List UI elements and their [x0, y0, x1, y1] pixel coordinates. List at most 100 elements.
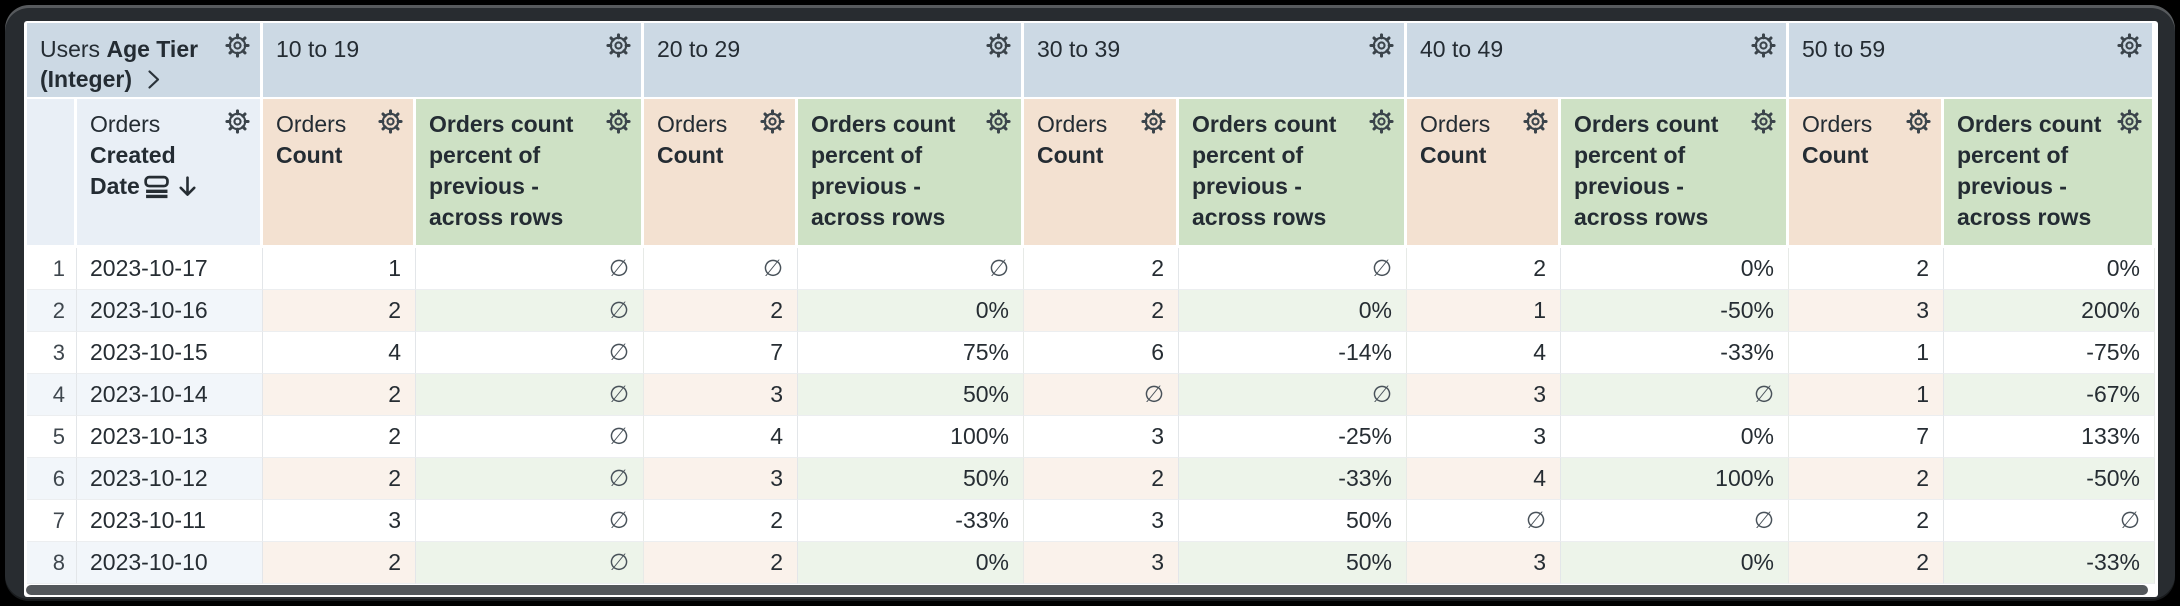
value-cell[interactable]: 3	[1407, 542, 1561, 584]
measure-header-percent-of-previous[interactable]: Orders count percent of previous - acros…	[1179, 99, 1407, 248]
value-cell[interactable]: ∅	[416, 416, 644, 458]
sort-descending-icon[interactable]	[175, 174, 200, 199]
value-cell[interactable]: 2	[1789, 458, 1944, 500]
value-cell[interactable]: ∅	[1179, 248, 1407, 290]
value-cell[interactable]: ∅	[416, 458, 644, 500]
value-cell[interactable]: 0%	[798, 542, 1024, 584]
value-cell[interactable]: 2	[644, 500, 798, 542]
value-cell[interactable]: -50%	[1561, 290, 1789, 332]
pivot-header-10-to-19[interactable]: 10 to 19	[263, 23, 644, 99]
value-cell[interactable]: 4	[1407, 458, 1561, 500]
value-cell[interactable]: 2	[1789, 248, 1944, 290]
gear-icon[interactable]	[759, 108, 786, 135]
value-cell[interactable]: 0%	[1561, 248, 1789, 290]
value-cell[interactable]: 2	[644, 542, 798, 584]
gear-icon[interactable]	[605, 32, 632, 59]
gear-icon[interactable]	[1750, 108, 1777, 135]
value-cell[interactable]: ∅	[416, 542, 644, 584]
value-cell[interactable]: 2	[1024, 458, 1179, 500]
value-cell[interactable]: -33%	[1944, 542, 2155, 584]
value-cell[interactable]: -14%	[1179, 332, 1407, 374]
value-cell[interactable]: 50%	[798, 458, 1024, 500]
value-cell[interactable]: 2	[263, 458, 416, 500]
value-cell[interactable]: 75%	[798, 332, 1024, 374]
gear-icon[interactable]	[985, 108, 1012, 135]
value-cell[interactable]: ∅	[1561, 374, 1789, 416]
value-cell[interactable]: 50%	[1179, 500, 1407, 542]
value-cell[interactable]: 2	[263, 290, 416, 332]
value-cell[interactable]: 2	[1407, 248, 1561, 290]
date-column-header[interactable]: Orders Created Date	[77, 99, 263, 248]
value-cell[interactable]: 133%	[1944, 416, 2155, 458]
measure-header-orders-count[interactable]: Orders Count	[1789, 99, 1944, 248]
gear-icon[interactable]	[1750, 32, 1777, 59]
measure-header-orders-count[interactable]: Orders Count	[263, 99, 416, 248]
value-cell[interactable]: 200%	[1944, 290, 2155, 332]
date-cell[interactable]: 2023-10-15	[77, 332, 263, 374]
value-cell[interactable]: ∅	[416, 248, 644, 290]
value-cell[interactable]: 3	[644, 374, 798, 416]
value-cell[interactable]: 100%	[798, 416, 1024, 458]
date-cell[interactable]: 2023-10-16	[77, 290, 263, 332]
value-cell[interactable]: ∅	[416, 500, 644, 542]
date-cell[interactable]: 2023-10-17	[77, 248, 263, 290]
value-cell[interactable]: -67%	[1944, 374, 2155, 416]
gear-icon[interactable]	[1905, 108, 1932, 135]
gear-icon[interactable]	[2116, 108, 2143, 135]
gear-icon[interactable]	[985, 32, 1012, 59]
value-cell[interactable]: 1	[1789, 374, 1944, 416]
value-cell[interactable]: 3	[1024, 542, 1179, 584]
value-cell[interactable]: 0%	[1561, 542, 1789, 584]
value-cell[interactable]: -25%	[1179, 416, 1407, 458]
value-cell[interactable]: ∅	[416, 290, 644, 332]
value-cell[interactable]: 4	[644, 416, 798, 458]
chevron-right-icon[interactable]	[141, 67, 165, 91]
value-cell[interactable]: 2	[1789, 500, 1944, 542]
value-cell[interactable]: 1	[263, 248, 416, 290]
value-cell[interactable]: 7	[1789, 416, 1944, 458]
value-cell[interactable]: 3	[1789, 290, 1944, 332]
value-cell[interactable]: ∅	[1561, 500, 1789, 542]
measure-header-percent-of-previous[interactable]: Orders count percent of previous - acros…	[1944, 99, 2155, 248]
gear-icon[interactable]	[1368, 108, 1395, 135]
value-cell[interactable]: 3	[1407, 416, 1561, 458]
value-cell[interactable]: 3	[1024, 416, 1179, 458]
value-cell[interactable]: 0%	[1561, 416, 1789, 458]
pivot-header-40-to-49[interactable]: 40 to 49	[1407, 23, 1789, 99]
row-dimension-header[interactable]: Users Age Tier (Integer)	[27, 23, 263, 99]
value-cell[interactable]: ∅	[1944, 500, 2155, 542]
pivot-header-50-to-59[interactable]: 50 to 59	[1789, 23, 2155, 99]
gear-icon[interactable]	[605, 108, 632, 135]
measure-header-orders-count[interactable]: Orders Count	[1024, 99, 1179, 248]
value-cell[interactable]: 1	[1407, 290, 1561, 332]
value-cell[interactable]: ∅	[416, 374, 644, 416]
gear-icon[interactable]	[377, 108, 404, 135]
value-cell[interactable]: 2	[1024, 290, 1179, 332]
value-cell[interactable]: ∅	[1024, 374, 1179, 416]
gear-icon[interactable]	[224, 32, 251, 59]
value-cell[interactable]: 0%	[798, 290, 1024, 332]
value-cell[interactable]: 2	[263, 542, 416, 584]
value-cell[interactable]: 1	[1789, 332, 1944, 374]
gear-icon[interactable]	[224, 108, 251, 135]
pivot-header-20-to-29[interactable]: 20 to 29	[644, 23, 1024, 99]
value-cell[interactable]: ∅	[644, 248, 798, 290]
date-cell[interactable]: 2023-10-10	[77, 542, 263, 584]
gear-icon[interactable]	[2116, 32, 2143, 59]
value-cell[interactable]: 2	[1024, 248, 1179, 290]
value-cell[interactable]: -33%	[1561, 332, 1789, 374]
value-cell[interactable]: -75%	[1944, 332, 2155, 374]
value-cell[interactable]: 4	[263, 332, 416, 374]
value-cell[interactable]: 2	[1789, 542, 1944, 584]
value-cell[interactable]: 3	[1024, 500, 1179, 542]
gear-icon[interactable]	[1522, 108, 1549, 135]
measure-header-orders-count[interactable]: Orders Count	[1407, 99, 1561, 248]
value-cell[interactable]: 2	[644, 290, 798, 332]
value-cell[interactable]: ∅	[1179, 374, 1407, 416]
value-cell[interactable]: 7	[644, 332, 798, 374]
value-cell[interactable]: -33%	[798, 500, 1024, 542]
measure-header-percent-of-previous[interactable]: Orders count percent of previous - acros…	[1561, 99, 1789, 248]
value-cell[interactable]: -50%	[1944, 458, 2155, 500]
pivot-header-30-to-39[interactable]: 30 to 39	[1024, 23, 1407, 99]
horizontal-scrollbar-thumb[interactable]	[26, 585, 2148, 595]
